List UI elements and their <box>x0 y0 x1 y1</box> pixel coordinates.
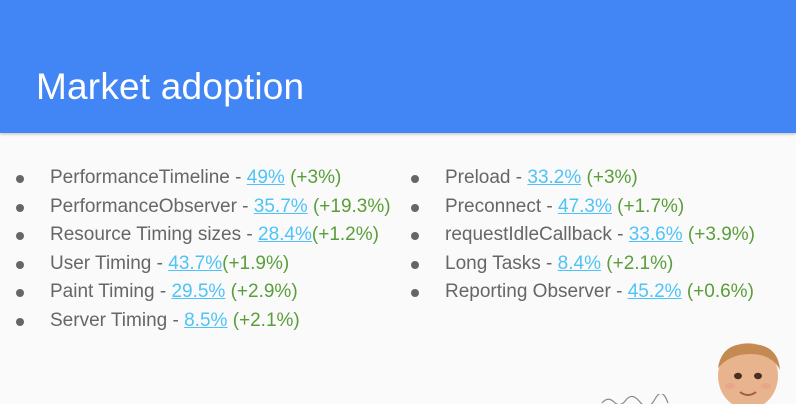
item-percent-link[interactable]: 8.4% <box>557 252 601 274</box>
right-list: Preload - 33.2% (+3%) Preconnect - 47.3%… <box>411 164 791 307</box>
bullet-icon <box>411 175 419 183</box>
baby-photo-icon <box>718 343 780 404</box>
item-name: PerformanceObserver <box>50 195 237 217</box>
list-item: User Timing - 43.7%(+1.9%) <box>16 250 411 279</box>
item-percent-link[interactable]: 49% <box>246 167 285 188</box>
list-item: Long Tasks - 8.4% (+2.1%) <box>411 250 791 279</box>
item-separator: - <box>510 167 528 188</box>
item-delta: (+1.2%) <box>311 224 379 246</box>
list-item: Resource Timing sizes - 28.4%(+1.2%) <box>16 221 411 250</box>
item-delta: (+3%) <box>586 167 638 188</box>
item-delta: (+0.6%) <box>686 281 754 303</box>
item-name: Paint Timing <box>50 281 155 303</box>
bullet-icon <box>16 317 24 326</box>
item-delta: (+1.7%) <box>617 195 685 217</box>
item-delta: (+2.9%) <box>230 281 298 303</box>
item-name: PerformanceTimeline <box>50 167 230 188</box>
bullet-icon <box>16 289 24 298</box>
bullet-icon <box>411 232 419 241</box>
item-delta: (+2.1%) <box>606 252 674 274</box>
slide-title: Market adoption <box>36 66 305 107</box>
item-name: Long Tasks <box>445 252 541 274</box>
bullet-icon <box>16 203 24 212</box>
bullet-icon <box>411 260 419 269</box>
item-name: Preconnect <box>445 195 542 217</box>
item-separator: - <box>540 252 558 274</box>
item-separator: - <box>611 224 629 246</box>
item-delta: (+3.9%) <box>687 224 755 246</box>
item-delta: (+19.3%) <box>312 195 391 217</box>
item-name: Reporting Observer <box>445 281 611 303</box>
item-percent-link[interactable]: 29.5% <box>171 281 226 303</box>
list-item: Paint Timing - 29.5% (+2.9%) <box>16 278 411 307</box>
item-name: Server Timing <box>50 309 168 331</box>
item-percent-link[interactable]: 33.2% <box>527 167 582 188</box>
item-name: User Timing <box>50 252 152 274</box>
list-item: requestIdleCallback - 33.6% (+3.9%) <box>411 221 791 250</box>
bullet-icon <box>411 203 419 212</box>
scribble-decoration <box>601 394 669 404</box>
list-item: Reporting Observer - 45.2% (+0.6%) <box>411 278 791 307</box>
item-separator: - <box>151 252 169 274</box>
item-separator: - <box>236 195 254 217</box>
slide-header: Market adoption <box>0 0 796 133</box>
item-name: requestIdleCallback <box>445 224 612 246</box>
item-delta: (+3%) <box>290 167 342 188</box>
item-separator: - <box>541 195 559 217</box>
bullet-icon <box>16 175 24 183</box>
item-percent-link[interactable]: 33.6% <box>628 224 683 246</box>
item-percent-link[interactable]: 35.7% <box>253 195 308 217</box>
list-item: Preconnect - 47.3% (+1.7%) <box>411 193 791 222</box>
item-name: Resource Timing sizes <box>50 224 242 246</box>
item-percent-link[interactable]: 43.7% <box>168 252 223 274</box>
item-separator: - <box>229 167 247 188</box>
item-percent-link[interactable]: 47.3% <box>558 195 612 217</box>
item-separator: - <box>610 281 628 303</box>
item-separator: - <box>167 309 185 331</box>
list-item: Preload - 33.2% (+3%) <box>411 164 791 193</box>
bullet-icon <box>411 289 419 298</box>
item-separator: - <box>154 281 172 303</box>
left-list: PerformanceTimeline - 49% (+3%) Performa… <box>16 164 411 336</box>
list-item: Server Timing - 8.5% (+2.1%) <box>16 307 411 336</box>
item-percent-link[interactable]: 45.2% <box>627 281 682 303</box>
bullet-icon <box>16 260 24 269</box>
bullet-icon <box>16 232 24 241</box>
item-percent-link[interactable]: 8.5% <box>184 309 228 331</box>
list-item: PerformanceTimeline - 49% (+3%) <box>16 164 411 193</box>
item-percent-link[interactable]: 28.4% <box>258 224 312 246</box>
item-separator: - <box>241 224 259 246</box>
item-delta: (+1.9%) <box>222 252 290 274</box>
item-delta: (+2.1%) <box>232 309 300 331</box>
item-name: Preload <box>445 167 511 188</box>
list-item: PerformanceObserver - 35.7% (+19.3%) <box>16 193 411 222</box>
